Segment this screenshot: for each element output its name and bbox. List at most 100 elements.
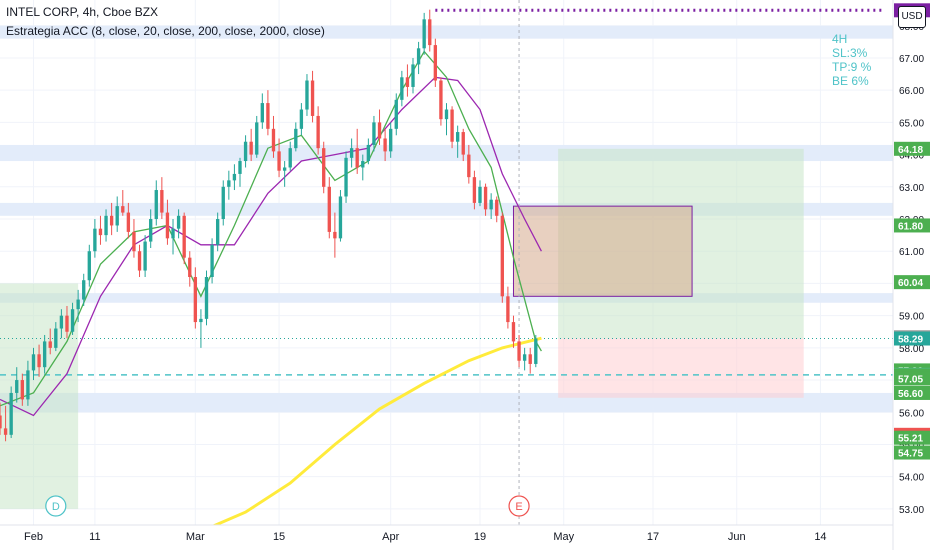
candle-78 [433,45,438,81]
candle-13 [70,309,75,332]
zone-band-4 [0,392,893,413]
y-tick-label-13: 66.00 [899,86,924,97]
x-tick-label-7: 17 [647,531,659,543]
price-label-1: 64.18 [898,145,923,156]
event-marker-label-0: D [52,501,60,513]
candle-76 [422,19,426,49]
x-tick-label-0: Feb [24,531,43,543]
note-break-even: BE 6% [832,74,869,88]
price-label-bg-5 [894,331,930,346]
candle-89 [495,199,499,216]
candle-61 [338,196,343,239]
candle-2 [9,392,13,435]
candle-1 [3,428,8,435]
candle-62 [344,157,348,197]
chart-title: INTEL CORP, 4h, Cboe BZX [6,5,159,19]
candle-6 [31,354,36,371]
candle-27 [149,219,153,242]
position-box-3 [512,205,693,297]
candle-77 [428,19,432,46]
candle-34 [188,257,192,277]
candle-53 [294,128,298,149]
candle-82 [455,132,460,142]
x-tick-label-8: Jun [728,531,746,543]
currency-button[interactable]: USD [898,6,926,28]
position-stop-1 [558,338,804,398]
indicator-legend[interactable]: Estrategia ACC (8, close, 20, close, 200… [6,24,325,38]
x-tick-label-9: 14 [814,531,826,543]
position-target-2 [0,283,79,509]
candle-4 [20,380,24,400]
price-label-3: 60.04 [898,278,923,289]
y-tick-label-10: 63.00 [899,183,924,194]
candle-91 [506,296,510,323]
candle-26 [143,241,147,271]
candle-81 [450,109,454,142]
candle-16 [87,251,91,281]
price-label-13: 54.75 [898,449,923,460]
candle-69 [383,138,387,152]
candle-79 [439,80,443,120]
price-label-5: 58.29 [898,335,923,346]
candle-51 [282,167,287,171]
candle-22 [121,206,125,213]
candle-72 [400,77,404,100]
candle-47 [260,103,264,123]
candle-14 [76,299,80,310]
candle-17 [93,228,97,252]
candle-7 [37,354,41,368]
candle-43 [238,161,242,174]
candle-19 [104,215,108,236]
strategy-notes: 4H SL:3% TP:9 % BE 6% [832,32,871,88]
candle-37 [204,276,209,319]
candle-75 [416,48,421,65]
candle-38 [210,244,214,277]
candle-10 [54,328,58,348]
note-stop-loss: SL:3% [832,46,868,60]
note-take-profit: TP:9 % [832,60,872,74]
zone-band-0 [0,25,893,39]
candle-8 [42,341,47,368]
event-marker-label-1: E [515,501,522,513]
candle-70 [389,128,393,152]
x-tick-label-5: 19 [474,531,486,543]
candle-58 [322,148,326,187]
candle-30 [165,212,170,239]
zone-band-3 [0,293,893,303]
candle-11 [59,315,64,329]
y-tick-label-11: 64.00 [899,151,924,162]
candle-33 [182,215,186,258]
x-tick-label-4: Apr [382,531,399,543]
candle-45 [249,141,253,155]
candle-3 [15,380,19,393]
candle-85 [472,177,477,203]
price-label-bg-13 [894,445,930,460]
price-label-10: 56.60 [898,389,923,400]
candle-86 [478,186,482,203]
candle-20 [109,215,114,226]
candle-42 [232,173,237,181]
candle-50 [277,151,281,171]
candle-15 [82,280,86,300]
candle-23 [126,212,131,232]
candle-92 [511,322,516,342]
candle-44 [243,141,248,162]
price-label-bg-2 [894,218,930,233]
candle-49 [271,128,276,152]
event-marker-1 [508,495,530,517]
candle-64 [355,148,359,168]
candle-48 [266,103,270,129]
y-tick-label-12: 65.00 [899,118,924,129]
candle-93 [517,341,521,361]
candle-36 [199,318,203,323]
price-label-bg-12 [894,430,930,445]
candle-83 [461,132,465,155]
y-tick-label-1: 54.00 [899,473,924,484]
candle-65 [361,161,365,168]
candle-68 [377,122,382,139]
candle-88 [489,199,493,210]
candle-21 [115,206,119,226]
candle-40 [221,186,225,220]
ma-fast-line [0,50,542,407]
